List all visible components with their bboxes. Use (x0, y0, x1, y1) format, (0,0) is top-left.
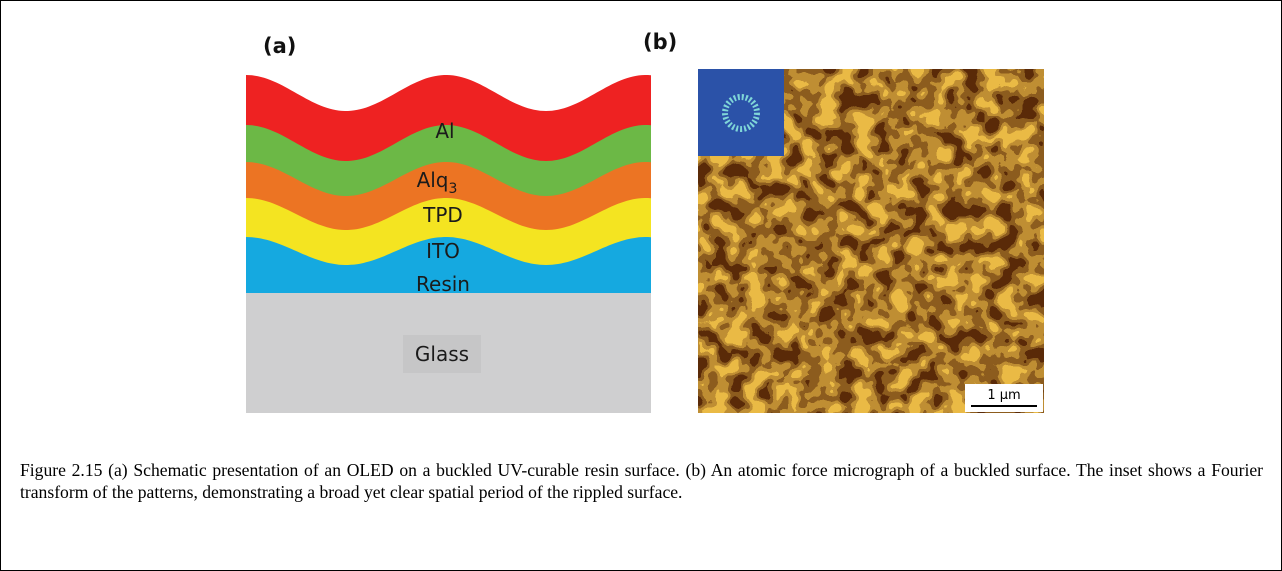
layer-label: Resin (416, 272, 470, 296)
panel-label: (b) (643, 30, 677, 54)
layer-label-main: Alq (417, 168, 449, 192)
layer-label-subscript: 3 (449, 181, 458, 197)
layer-label: TPD (422, 203, 463, 227)
panel-label: (a) (263, 34, 296, 58)
figure: (a) (b) Al Alq3 TPD ITO Resin Glass 1 µm (1, 1, 1281, 451)
caption: Figure 2.15 (a) Schematic presentation o… (20, 459, 1263, 503)
scale-bar-label: 1 µm (987, 388, 1020, 403)
figure-page: (a) (b) Al Alq3 TPD ITO Resin Glass 1 µm… (0, 0, 1282, 571)
layer-label: Al (435, 119, 454, 143)
layer-label: ITO (426, 239, 460, 263)
fft-inset (698, 69, 784, 156)
layer-label: Glass (415, 342, 469, 366)
